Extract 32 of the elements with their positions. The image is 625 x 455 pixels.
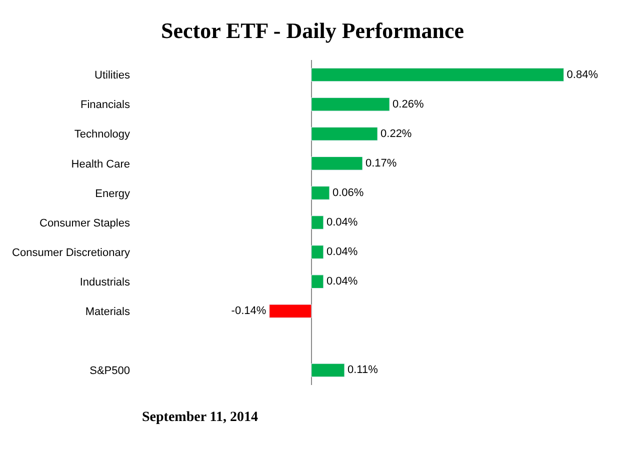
y-tick-label: Technology — [74, 128, 130, 141]
bar — [311, 363, 345, 378]
chart-title: Sector ETF - Daily Performance — [160, 18, 464, 44]
y-tick-label: Consumer Discretionary — [12, 246, 130, 259]
data-label: 0.04% — [326, 246, 358, 258]
data-label: 0.04% — [326, 216, 358, 228]
y-tick-label: Materials — [85, 306, 130, 318]
data-label: 0.22% — [380, 128, 412, 140]
data-label: 0.17% — [366, 157, 397, 170]
bar — [311, 156, 363, 170]
y-tick-label: Industrials — [80, 276, 130, 288]
y-tick-label: Utilities — [94, 70, 130, 82]
bar — [311, 216, 324, 230]
bar — [311, 97, 390, 112]
bar — [269, 304, 312, 318]
data-label: 0.84% — [566, 68, 598, 81]
y-tick-label: Energy — [95, 188, 130, 200]
data-label: 0.26% — [392, 98, 424, 110]
y-tick-label: Financials — [80, 99, 130, 112]
data-label: 0.04% — [326, 276, 358, 288]
bar — [311, 126, 378, 141]
data-label: -0.14% — [231, 305, 266, 318]
data-label: 0.11% — [347, 364, 378, 376]
y-tick-label: Consumer Staples — [40, 217, 130, 230]
text: September 11, 2014 — [142, 410, 258, 425]
y-tick-label: S&P500 — [90, 365, 130, 378]
bar — [311, 245, 324, 259]
bar — [311, 186, 330, 200]
bar — [311, 68, 564, 82]
data-label: 0.06% — [332, 186, 364, 199]
bar — [311, 274, 324, 288]
y-tick-label: Health Care — [71, 158, 130, 170]
